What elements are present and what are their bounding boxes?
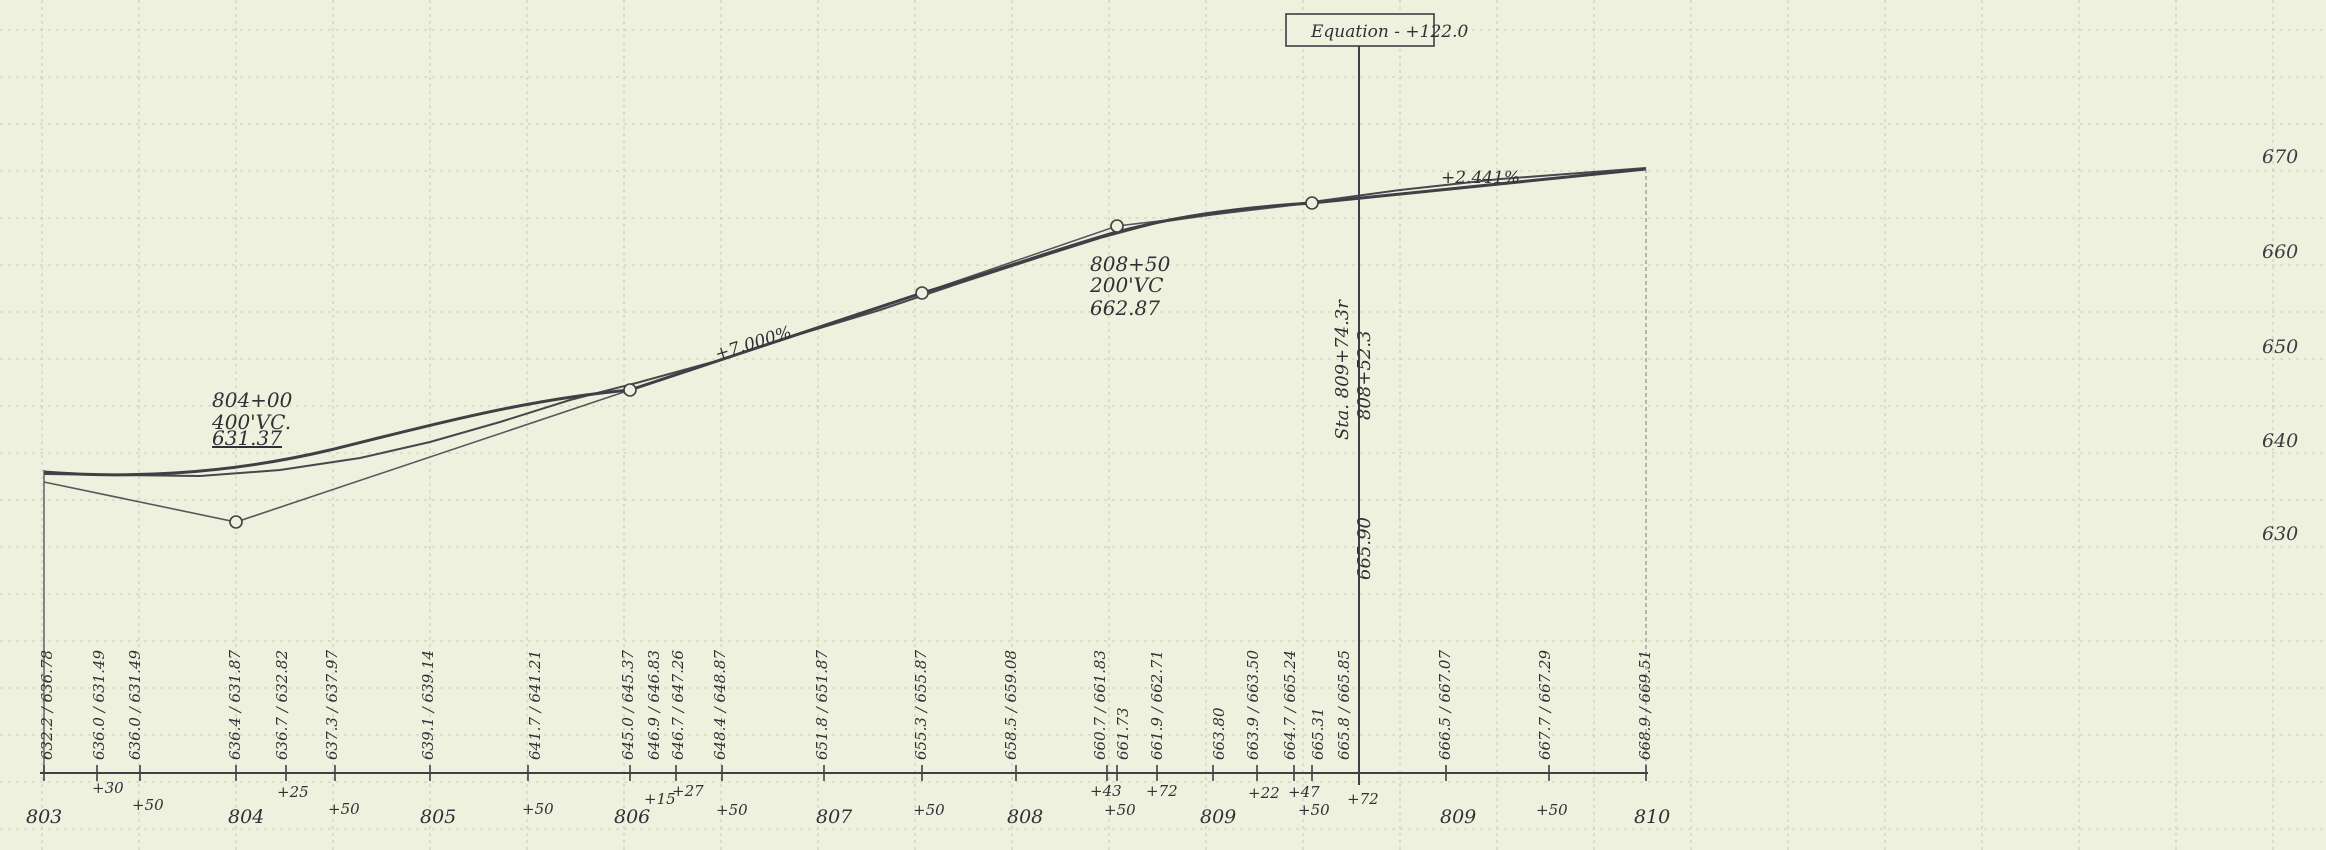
ground-elevation-label: 664.7 / 665.24 [1281,650,1299,760]
vc1-elevation: 631.37 [212,426,282,450]
station-label: 807 [816,806,853,828]
point-marker [915,286,929,300]
ground-elevation-label: 658.5 / 659.08 [1002,650,1020,760]
station-label: 805 [420,806,456,828]
ground-elevation-label: 646.7 / 647.26 [669,650,687,760]
pvi-points [229,196,1319,529]
station-label: 809 [1440,806,1476,828]
station-label: 806 [614,806,650,828]
station-label: 810 [1634,806,1670,828]
plus-label: +47 [1288,783,1320,801]
station-equation-ahead: 808+52.3 [1354,330,1375,420]
station-equation-back: Sta. 809+74.3r [1332,299,1353,440]
grade-label-right: +2.441% [1441,168,1520,188]
ground-elevation-label: 655.3 / 655.87 [912,650,930,760]
equation-label: Equation - +122.0 [1310,22,1468,42]
plus-label: +50 [913,801,945,819]
ground-elevation-label: 667.7 / 667.29 [1536,650,1554,760]
equation-box [1285,13,1435,47]
station-label: 808 [1007,806,1043,828]
ground-elevation-label: 636.0 / 631.49 [90,650,108,760]
vertical-curve-2-annotation: 808+50 200'VC 662.87 [1089,252,1171,320]
elevation-label-640: 640 [2262,430,2298,452]
ground-elevation-label: 641.7 / 641.21 [526,650,544,760]
station-label: 804 [228,806,264,828]
vertical-curve-1-annotation: 804+00 400'VC. 631.37 [211,388,293,450]
ground-elevation-label: 645.0 / 645.37 [619,650,637,760]
ground-elevation-label: 636.7 / 632.82 [273,650,291,760]
plus-label: +50 [328,800,360,818]
ground-elevation-data: 632.2 / 636.78 636.0 / 631.49 636.0 / 631.… [38,650,1654,760]
point-marker [623,383,637,397]
ground-elevation-label: 663.9 / 663.50 [1244,650,1262,760]
ground-elevation-label: 651.8 / 651.87 [813,650,831,760]
plus-label: +43 [1090,782,1122,800]
plus-label: +72 [1146,782,1178,800]
elevation-label-670: 670 [2262,146,2298,168]
pvi-marker [229,515,243,529]
elevation-label-650: 650 [2262,336,2298,358]
station-equation: Equation - +122.0 Sta. 809+74.3r 808+52.… [1285,13,1468,785]
plus-label: +50 [132,796,164,814]
plus-label: +30 [92,779,124,797]
ground-elevation-label: 639.1 / 639.14 [419,650,437,760]
ground-elevation-label: 665.31 [1309,708,1327,761]
vc1-length: 400'VC. [211,410,291,434]
ground-elevation-label: 636.4 / 631.87 [226,650,244,760]
vc2-length: 200'VC [1089,273,1163,297]
station-ticks [43,765,1647,781]
ground-elevation-label: 661.73 [1114,708,1132,761]
station-numbers: 803 804 805 806 807 808 809 809 810 [26,806,1670,828]
plus-label: +15 [644,790,676,808]
vc2-elevation: 662.87 [1090,296,1160,320]
plus-label: +50 [716,801,748,819]
ground-elevation-label: 648.4 / 648.87 [711,650,729,760]
vc1-station: 804+00 [212,388,293,412]
elevation-label-630: 630 [2262,523,2298,545]
plus-label: +50 [1536,801,1568,819]
ground-elevation-label: 661.9 / 662.71 [1148,650,1166,760]
elevation-scale: 670 660 650 640 630 [2262,146,2298,545]
pvi-marker [1110,219,1124,233]
vc2-station: 808+50 [1090,252,1171,276]
ground-elevation-label: 665.8 / 665.85 [1335,650,1353,760]
station-label: 809 [1200,806,1236,828]
plus-label: +72 [1347,790,1379,808]
ground-elevation-label: 666.5 / 667.07 [1436,650,1454,760]
plus-label: +25 [277,783,309,801]
ground-elevation-label: 637.3 / 637.97 [323,650,341,760]
ground-elevation-label: 663.80 [1210,707,1228,760]
plus-label: +22 [1248,784,1280,802]
elevation-label-660: 660 [2262,241,2298,263]
station-label: 803 [26,806,62,828]
grade-label-middle: +7.000% [713,323,794,365]
plus-label: +50 [1104,801,1136,819]
plus-station-labels: +30 +50 +25 +50 +50 +15 +27 +50 +50 +43 … [92,779,1568,819]
plus-label: +50 [522,800,554,818]
equation-elevation: 665.90 [1354,517,1375,580]
ground-elevation-label: 636.0 / 631.49 [126,650,144,760]
ground-elevation-label: 668.9 / 669.51 [1636,650,1654,760]
point-marker [1305,196,1319,210]
ground-elevation-label: 660.7 / 661.83 [1091,650,1109,760]
proposed-profile-line [43,167,1647,477]
ground-elevation-label: 632.2 / 636.78 [38,650,56,760]
plus-label: +50 [1298,801,1330,819]
plus-label: +27 [672,782,704,800]
ground-elevation-label: 646.9 / 646.83 [645,650,663,760]
